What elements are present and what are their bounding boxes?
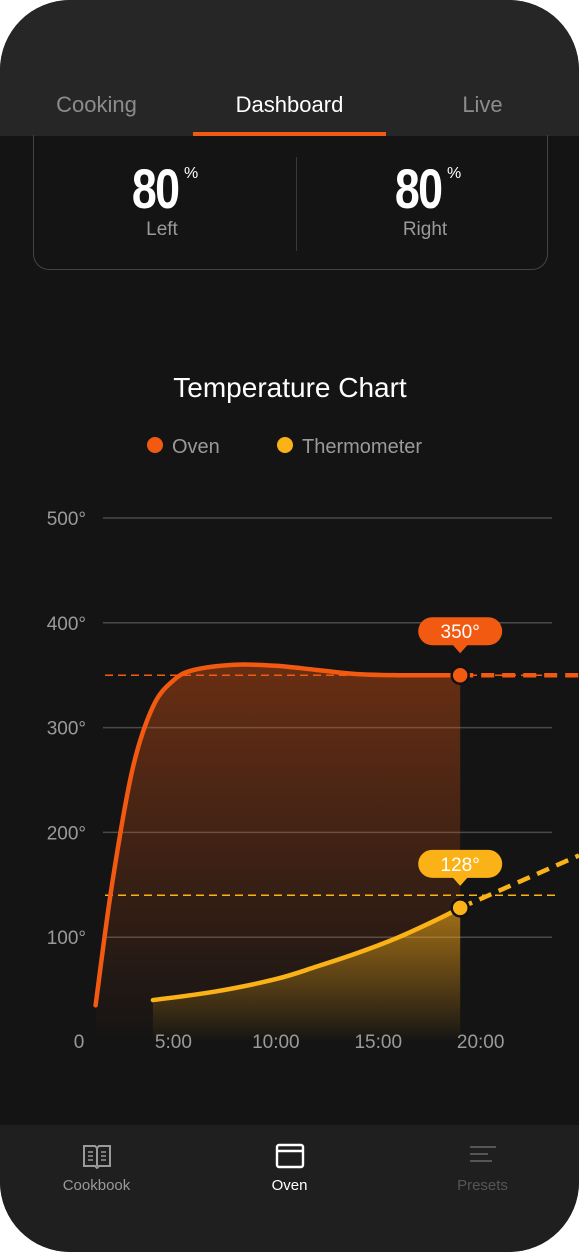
callout-label: 350° (441, 622, 480, 643)
tab[interactable]: Live (462, 92, 503, 117)
current-marker (450, 898, 470, 918)
nav-item-active[interactable]: Oven (193, 1143, 386, 1194)
tab-bar: Cooking Dashboard Live (0, 0, 579, 136)
callout (418, 617, 503, 646)
current-marker (450, 665, 470, 685)
y-tick-label: 400° (47, 614, 86, 635)
bottom-nav: Cookbook Oven Presets (0, 1125, 579, 1252)
tab-indicator (193, 132, 386, 136)
nav-item[interactable]: Presets (386, 1143, 579, 1194)
nav-label: Oven (271, 1177, 308, 1194)
tab-active[interactable]: Dashboard (235, 92, 344, 117)
legend-marker (147, 437, 163, 453)
fan-right: 80% Right (297, 161, 553, 241)
cookbook-icon (82, 1145, 111, 1169)
chart-title: Temperature Chart (173, 372, 407, 403)
chart: Temperature Chart 100°200°300°400°500°0 5… (47, 372, 579, 1053)
callout-pointer (452, 876, 469, 886)
fan-unit: % (184, 165, 199, 182)
x-tick-label: 0 (74, 1032, 85, 1053)
legend-marker (277, 437, 293, 453)
fan-value: 80 (394, 157, 443, 220)
nav-item[interactable]: Cookbook (0, 1143, 193, 1194)
area (152, 907, 461, 1042)
oven-icon (275, 1143, 304, 1169)
nav-label: Presets (457, 1177, 508, 1194)
y-tick-label: 100° (47, 928, 86, 949)
fan-unit: % (447, 165, 462, 182)
line (93, 662, 463, 1008)
divider (296, 157, 297, 251)
callout-label: 128° (441, 855, 480, 876)
y-tick-label: 300° (47, 719, 86, 740)
fan-label: Right (402, 219, 448, 240)
nav-label: Cookbook (62, 1177, 131, 1194)
line (150, 905, 463, 1003)
y-tick-label: 500° (47, 509, 86, 530)
tab[interactable]: Cooking (56, 92, 137, 117)
fan-left: 80% Left (34, 161, 290, 241)
presets-icon (469, 1146, 496, 1162)
legend-label: Oven (172, 436, 220, 458)
fan-value: 80 (131, 157, 180, 220)
forecast-line (459, 853, 579, 910)
x-tick-label: 20:00 (457, 1032, 505, 1053)
callout-pointer (452, 644, 469, 654)
legend-label: Thermometer (302, 436, 422, 458)
y-tick-label: 200° (47, 823, 86, 844)
fan-label: Left (146, 219, 178, 240)
callout (418, 849, 503, 878)
fan-card: 80% Left 80% Right (33, 135, 548, 270)
